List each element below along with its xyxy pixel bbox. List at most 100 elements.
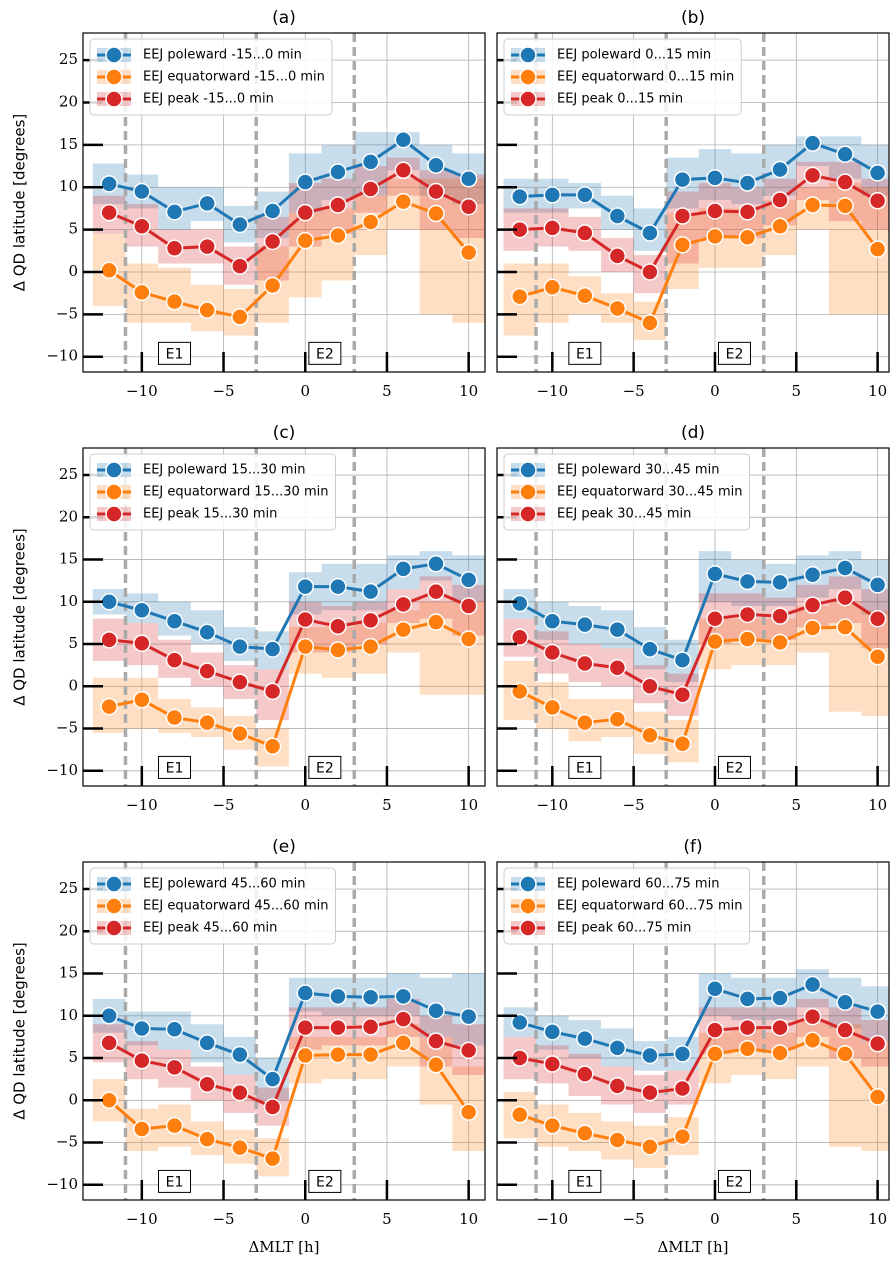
point bbox=[608, 658, 627, 677]
point bbox=[706, 169, 724, 187]
legend-label: EEJ peak 60...75 min bbox=[557, 921, 691, 936]
legend-marker bbox=[519, 46, 537, 64]
y-tick-label: 15 bbox=[59, 135, 78, 153]
point bbox=[427, 613, 445, 631]
point bbox=[511, 1105, 529, 1124]
y-tick-label: 20 bbox=[59, 921, 78, 939]
point bbox=[361, 988, 380, 1006]
y-tick-label: 25 bbox=[59, 879, 78, 897]
point bbox=[771, 217, 789, 235]
annotation-box bbox=[717, 755, 751, 779]
annotation: E2 bbox=[726, 346, 744, 362]
point bbox=[427, 182, 445, 201]
point bbox=[427, 1056, 445, 1074]
x-tick-label: 5 bbox=[792, 382, 802, 400]
point bbox=[394, 131, 413, 149]
point bbox=[771, 607, 789, 625]
point bbox=[803, 596, 822, 614]
point bbox=[836, 993, 854, 1012]
y-tick-label: 20 bbox=[59, 507, 78, 525]
point bbox=[803, 196, 822, 214]
point bbox=[361, 180, 380, 198]
x-tick-label: 10 bbox=[868, 1210, 887, 1228]
point bbox=[394, 620, 413, 639]
annotation: E2 bbox=[726, 1174, 744, 1190]
point bbox=[836, 618, 854, 636]
point bbox=[329, 1045, 347, 1064]
legend-label: EEJ equatorward 15...30 min bbox=[143, 485, 328, 500]
annotation: E1 bbox=[166, 346, 184, 362]
point bbox=[165, 1058, 184, 1077]
panel-title: (e) bbox=[272, 837, 296, 857]
point bbox=[198, 713, 216, 732]
y-tick-label: 10 bbox=[59, 592, 78, 610]
point bbox=[459, 1041, 478, 1060]
point bbox=[608, 620, 627, 639]
legend-box bbox=[89, 453, 336, 531]
y-tick-label: 10 bbox=[59, 1006, 78, 1024]
x-tick-label: −10 bbox=[126, 796, 158, 814]
point bbox=[361, 1018, 380, 1036]
point bbox=[133, 217, 151, 235]
panel-title: (b) bbox=[681, 8, 705, 28]
legend-label: EEJ poleward -15...0 min bbox=[143, 48, 302, 63]
legend: EEJ poleward 15...30 min EEJ equatorward … bbox=[89, 453, 336, 531]
point bbox=[868, 576, 887, 594]
point bbox=[133, 1019, 151, 1038]
legend-marker bbox=[519, 483, 537, 501]
legend: EEJ poleward 0...15 min EEJ equatorward 0… bbox=[503, 38, 742, 116]
legend-marker bbox=[105, 875, 123, 893]
point bbox=[427, 582, 445, 601]
point bbox=[576, 1065, 594, 1083]
point bbox=[459, 1007, 478, 1026]
y-tick-label: 15 bbox=[59, 964, 78, 982]
point bbox=[100, 1007, 118, 1025]
point bbox=[836, 559, 854, 577]
point bbox=[165, 1116, 184, 1135]
axes-frame bbox=[496, 861, 890, 1201]
point bbox=[576, 1124, 594, 1142]
point bbox=[771, 1018, 789, 1037]
point bbox=[868, 647, 887, 666]
legend-box bbox=[89, 867, 336, 945]
y-tick-label: 5 bbox=[68, 634, 78, 652]
annotation-box bbox=[158, 755, 192, 779]
point bbox=[198, 1130, 216, 1148]
point bbox=[263, 640, 282, 658]
point bbox=[231, 637, 249, 656]
point bbox=[738, 203, 757, 221]
legend-marker bbox=[105, 897, 123, 915]
plot-area bbox=[497, 448, 889, 786]
point bbox=[543, 186, 562, 204]
point bbox=[543, 278, 562, 296]
point bbox=[296, 231, 314, 250]
point bbox=[836, 1045, 854, 1063]
y-tick-label: 10 bbox=[59, 177, 78, 195]
point bbox=[263, 276, 282, 295]
x-tick-label: 0 bbox=[710, 796, 720, 814]
point bbox=[673, 170, 692, 189]
point bbox=[198, 623, 216, 641]
point bbox=[803, 566, 822, 584]
annotation-box bbox=[308, 341, 342, 365]
point bbox=[133, 283, 151, 302]
point bbox=[296, 577, 314, 596]
annotation-box bbox=[568, 1169, 602, 1193]
legend: EEJ poleward 30...45 min EEJ equatorward … bbox=[503, 453, 750, 531]
panel: E1 E2 −10 −5 0 5 10 −10 −5 0 5 10 15 20 25 (a) Δ QD lati… bbox=[11, 8, 486, 400]
point bbox=[198, 237, 216, 256]
point bbox=[263, 1149, 282, 1168]
legend-marker bbox=[519, 919, 537, 937]
point bbox=[608, 247, 627, 265]
point bbox=[738, 605, 757, 624]
point bbox=[361, 637, 380, 656]
point bbox=[543, 1055, 562, 1073]
y-axis-label: Δ QD latitude [degrees] bbox=[11, 942, 29, 1120]
point bbox=[673, 735, 692, 753]
x-tick-label: 5 bbox=[792, 796, 802, 814]
annotation-box bbox=[158, 1169, 192, 1193]
point bbox=[738, 630, 757, 648]
point bbox=[738, 1039, 757, 1058]
point bbox=[329, 163, 347, 181]
point bbox=[231, 1083, 249, 1102]
